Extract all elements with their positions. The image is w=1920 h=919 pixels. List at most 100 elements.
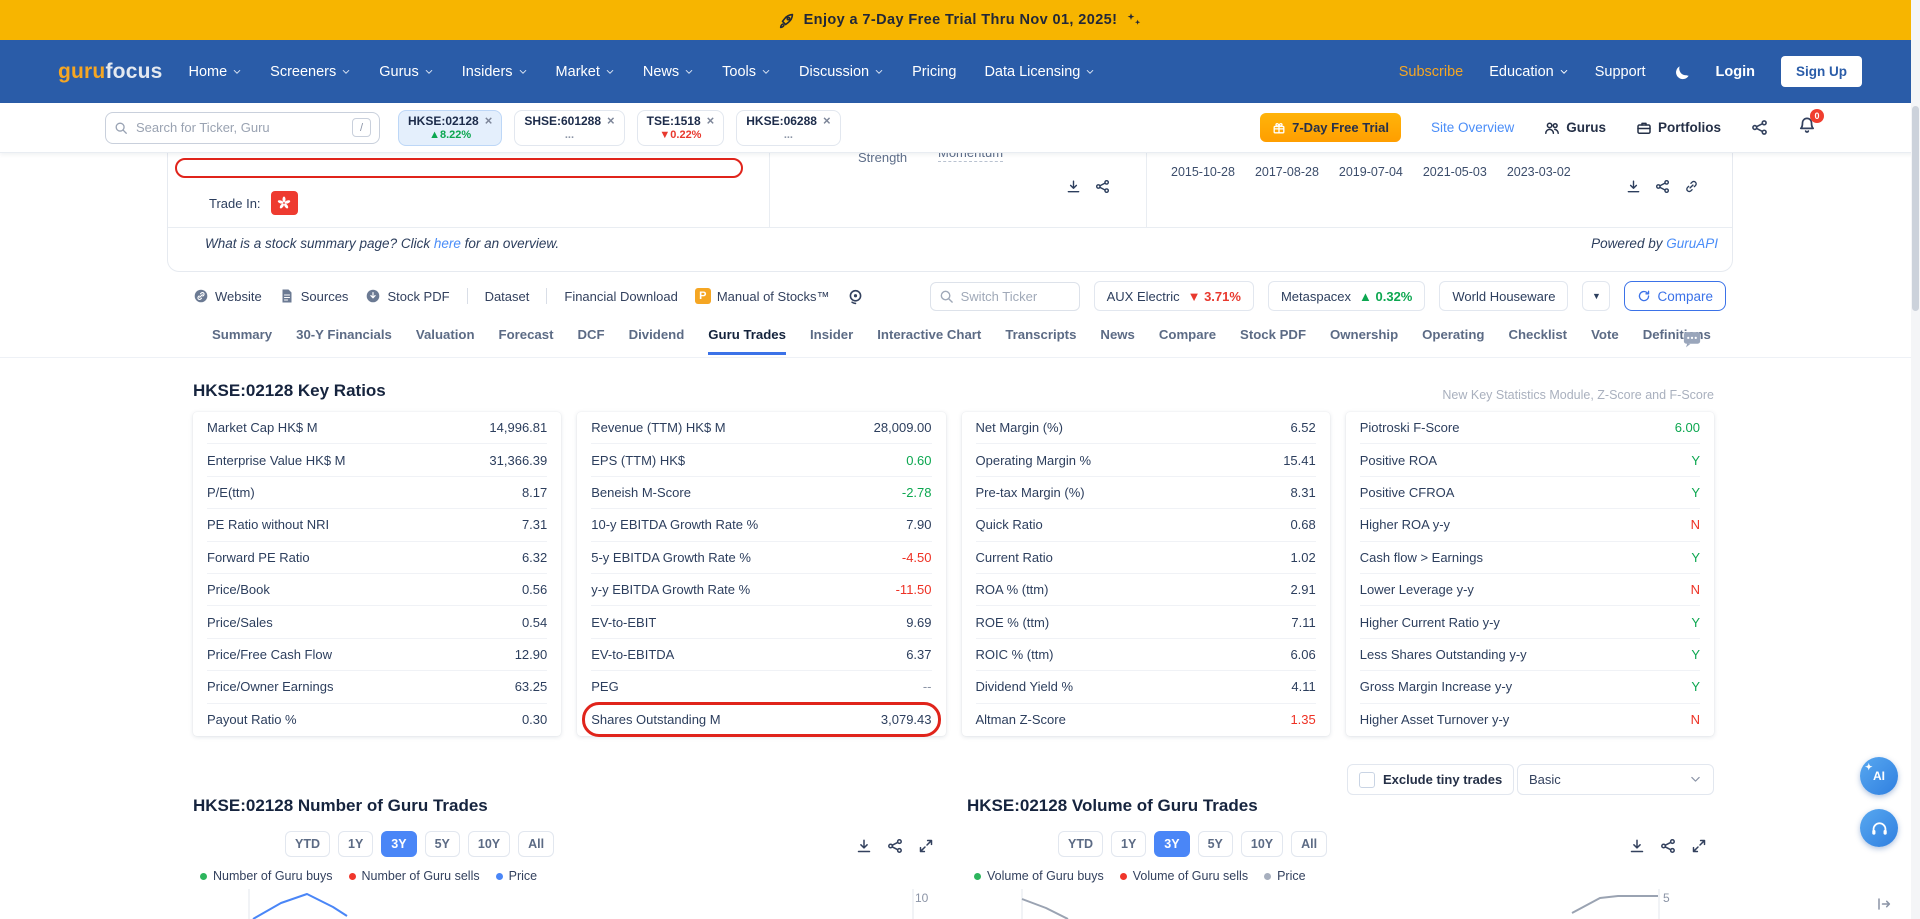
search-box[interactable]: / [105, 112, 380, 144]
legend-item-volume-of-guru-buys[interactable]: Volume of Guru buys [974, 869, 1104, 883]
switch-ticker-input[interactable] [959, 288, 1071, 305]
site-overview-link[interactable]: Site Overview [1431, 120, 1514, 135]
tab-stock-pdf[interactable]: Stock PDF [1240, 327, 1306, 355]
gurus-link[interactable]: Gurus [1544, 120, 1606, 136]
nav-item-market[interactable]: Market [556, 64, 615, 80]
download-icon[interactable] [1066, 179, 1081, 194]
range-1y-button[interactable]: 1Y [1111, 831, 1146, 857]
nav-item-home[interactable]: Home [188, 64, 242, 80]
tab-summary[interactable]: Summary [212, 327, 272, 355]
range-3y-button[interactable]: 3Y [381, 831, 416, 857]
share-icon[interactable] [1655, 179, 1670, 194]
login-link[interactable]: Login [1716, 64, 1755, 80]
download-icon[interactable] [1626, 179, 1641, 194]
range-10y-button[interactable]: 10Y [468, 831, 510, 857]
legend-item-price[interactable]: Price [1264, 869, 1305, 883]
free-trial-button[interactable]: 7-Day Free Trial [1260, 113, 1401, 142]
ticker-dropdown-button[interactable]: ▼ [1582, 281, 1610, 311]
compare-chip-world-houseware[interactable]: World Houseware [1439, 281, 1568, 311]
tab-news[interactable]: News [1100, 327, 1134, 355]
tab-forecast[interactable]: Forecast [499, 327, 554, 355]
fullscreen-icon[interactable] [1691, 838, 1707, 854]
range-5y-button[interactable]: 5Y [1198, 831, 1233, 857]
search-input[interactable] [134, 119, 346, 136]
listen-icon[interactable] [847, 288, 864, 305]
tab-dcf[interactable]: DCF [578, 327, 605, 355]
ticker-tab-hkse-02128[interactable]: HKSE:02128×▲8.22% [398, 110, 502, 146]
gurufocus-logo[interactable]: gurufocus [58, 60, 162, 84]
subscribe-link[interactable]: Subscribe [1399, 64, 1463, 80]
range-all-button[interactable]: All [1291, 831, 1327, 857]
education-menu[interactable]: Education [1489, 64, 1569, 80]
guruapi-link[interactable]: GuruAPI [1666, 236, 1718, 251]
share-icon[interactable] [1751, 119, 1768, 136]
nav-item-tools[interactable]: Tools [722, 64, 771, 80]
share-icon[interactable] [887, 838, 903, 854]
toolbar-link-financial-download[interactable]: Financial Download [564, 289, 677, 304]
close-icon[interactable]: × [607, 116, 615, 126]
download-icon[interactable] [1629, 838, 1645, 854]
toolbar-link-sources[interactable]: Sources [279, 288, 349, 304]
signup-button[interactable]: Sign Up [1781, 56, 1862, 87]
tab-vote[interactable]: Vote [1591, 327, 1619, 355]
legend-item-volume-of-guru-sells[interactable]: Volume of Guru sells [1120, 869, 1248, 883]
nav-item-gurus[interactable]: Gurus [379, 64, 434, 80]
dark-mode-toggle-moon-icon[interactable] [1672, 63, 1690, 81]
nav-item-discussion[interactable]: Discussion [799, 64, 884, 80]
compare-chip-metaspacex[interactable]: Metaspacex▲ 0.32% [1268, 281, 1425, 311]
tab-compare[interactable]: Compare [1159, 327, 1216, 355]
support-link[interactable]: Support [1595, 64, 1646, 80]
exclude-tiny-trades-control[interactable]: Exclude tiny trades [1347, 764, 1514, 795]
toolbar-link-dataset[interactable]: Dataset [485, 289, 530, 304]
notifications-bell[interactable]: 0 [1798, 116, 1816, 139]
scrollbar[interactable] [1911, 0, 1920, 919]
range-ytd-button[interactable]: YTD [285, 831, 330, 857]
view-select[interactable]: Basic [1517, 764, 1714, 795]
switch-ticker-box[interactable] [930, 282, 1080, 311]
share-icon[interactable] [1095, 179, 1110, 194]
nav-item-pricing[interactable]: Pricing [912, 64, 956, 80]
toolbar-link-stock-pdf[interactable]: Stock PDF [365, 288, 449, 304]
toolbar-link-manual-of-stocks[interactable]: PManual of Stocks™ [695, 288, 830, 304]
download-icon[interactable] [856, 838, 872, 854]
link-icon[interactable] [1684, 179, 1699, 194]
tab-interactive-chart[interactable]: Interactive Chart [877, 327, 981, 355]
tab-guru-trades[interactable]: Guru Trades [708, 327, 786, 355]
range-3y-button[interactable]: 3Y [1154, 831, 1189, 857]
range-10y-button[interactable]: 10Y [1241, 831, 1283, 857]
tab-operating[interactable]: Operating [1422, 327, 1484, 355]
tab-dividend[interactable]: Dividend [629, 327, 685, 355]
range-5y-button[interactable]: 5Y [425, 831, 460, 857]
close-icon[interactable]: × [823, 116, 831, 126]
ai-assistant-button[interactable]: AI✦ [1860, 757, 1898, 795]
hong-kong-flag-icon[interactable] [271, 191, 298, 215]
tab-30-y-financials[interactable]: 30-Y Financials [296, 327, 392, 355]
here-link[interactable]: here [434, 236, 461, 251]
collapse-panel-icon[interactable] [1876, 896, 1892, 912]
nav-item-data-licensing[interactable]: Data Licensing [984, 64, 1095, 80]
close-icon[interactable]: × [485, 116, 493, 126]
tab-valuation[interactable]: Valuation [416, 327, 475, 355]
nav-item-news[interactable]: News [643, 64, 694, 80]
ticker-tab-shse-601288[interactable]: SHSE:601288×... [514, 110, 624, 146]
legend-item-number-of-guru-buys[interactable]: Number of Guru buys [200, 869, 333, 883]
tab-checklist[interactable]: Checklist [1508, 327, 1567, 355]
scrollbar-thumb[interactable] [1912, 106, 1919, 311]
tab-ownership[interactable]: Ownership [1330, 327, 1398, 355]
ticker-tab-tse-1518[interactable]: TSE:1518×▼0.22% [637, 110, 725, 146]
promo-banner[interactable]: Enjoy a 7-Day Free Trial Thru Nov 01, 20… [0, 0, 1920, 40]
portfolios-link[interactable]: Portfolios [1636, 120, 1721, 136]
compare-chip-aux-electric[interactable]: AUX Electric▼ 3.71% [1094, 281, 1254, 311]
ticker-tab-hkse-06288[interactable]: HKSE:06288×... [736, 110, 840, 146]
tab-transcripts[interactable]: Transcripts [1005, 327, 1076, 355]
nav-item-screeners[interactable]: Screeners [270, 64, 351, 80]
legend-item-number-of-guru-sells[interactable]: Number of Guru sells [349, 869, 480, 883]
close-icon[interactable]: × [707, 116, 715, 126]
range-1y-button[interactable]: 1Y [338, 831, 373, 857]
fullscreen-icon[interactable] [918, 838, 934, 854]
exclude-tiny-trades-checkbox[interactable] [1359, 772, 1375, 788]
toolbar-link-website[interactable]: Website [193, 288, 262, 304]
range-ytd-button[interactable]: YTD [1058, 831, 1103, 857]
tab-insider[interactable]: Insider [810, 327, 853, 355]
range-all-button[interactable]: All [518, 831, 554, 857]
